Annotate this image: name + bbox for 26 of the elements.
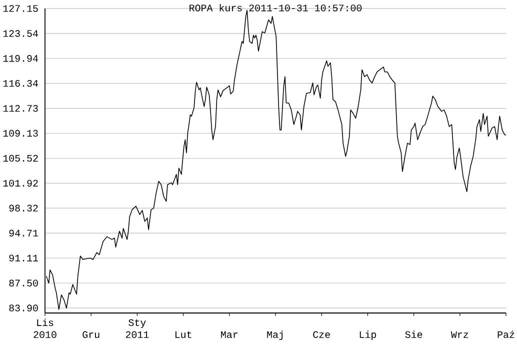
y-tick-label: 91.11 [9, 254, 38, 262]
y-tick-label: 105.52 [3, 154, 38, 162]
x-tick-label: Lip [360, 330, 376, 340]
y-tick-label: 119.94 [3, 55, 38, 62]
x-tick-label: Maj [267, 330, 283, 340]
x-tick-label: Sty 2011 [126, 319, 149, 338]
x-tick-label: Gru [82, 331, 100, 338]
y-tick-label: 116.34 [3, 80, 38, 87]
x-tick-label: Mar [221, 331, 238, 338]
y-tick-label: 101.92 [3, 180, 38, 187]
y-tick-label: 112.73 [3, 104, 38, 112]
x-tick-label: Sie [405, 330, 422, 338]
y-tick-label: 123.54 [3, 30, 38, 37]
x-tick-label: Cze [313, 331, 330, 338]
chart-title: ROPA kurs 2011-10-31 10:57:00 [190, 4, 362, 12]
line-series [46, 10, 506, 310]
x-tick-label: Paź [498, 330, 514, 338]
x-tick-label: Wrz [450, 331, 468, 338]
y-tick-label: 87.50 [9, 280, 38, 286]
y-tick-label: 127.15 [3, 5, 38, 12]
y-tick-label: 94.71 [9, 230, 38, 237]
y-tick-label: 83.90 [9, 304, 38, 312]
y-tick-label: 98.32 [9, 204, 38, 212]
x-tick-label: Lut [175, 331, 192, 338]
y-tick-label: 109.13 [3, 130, 38, 137]
x-tick-label: Lis 2010 [34, 318, 56, 338]
